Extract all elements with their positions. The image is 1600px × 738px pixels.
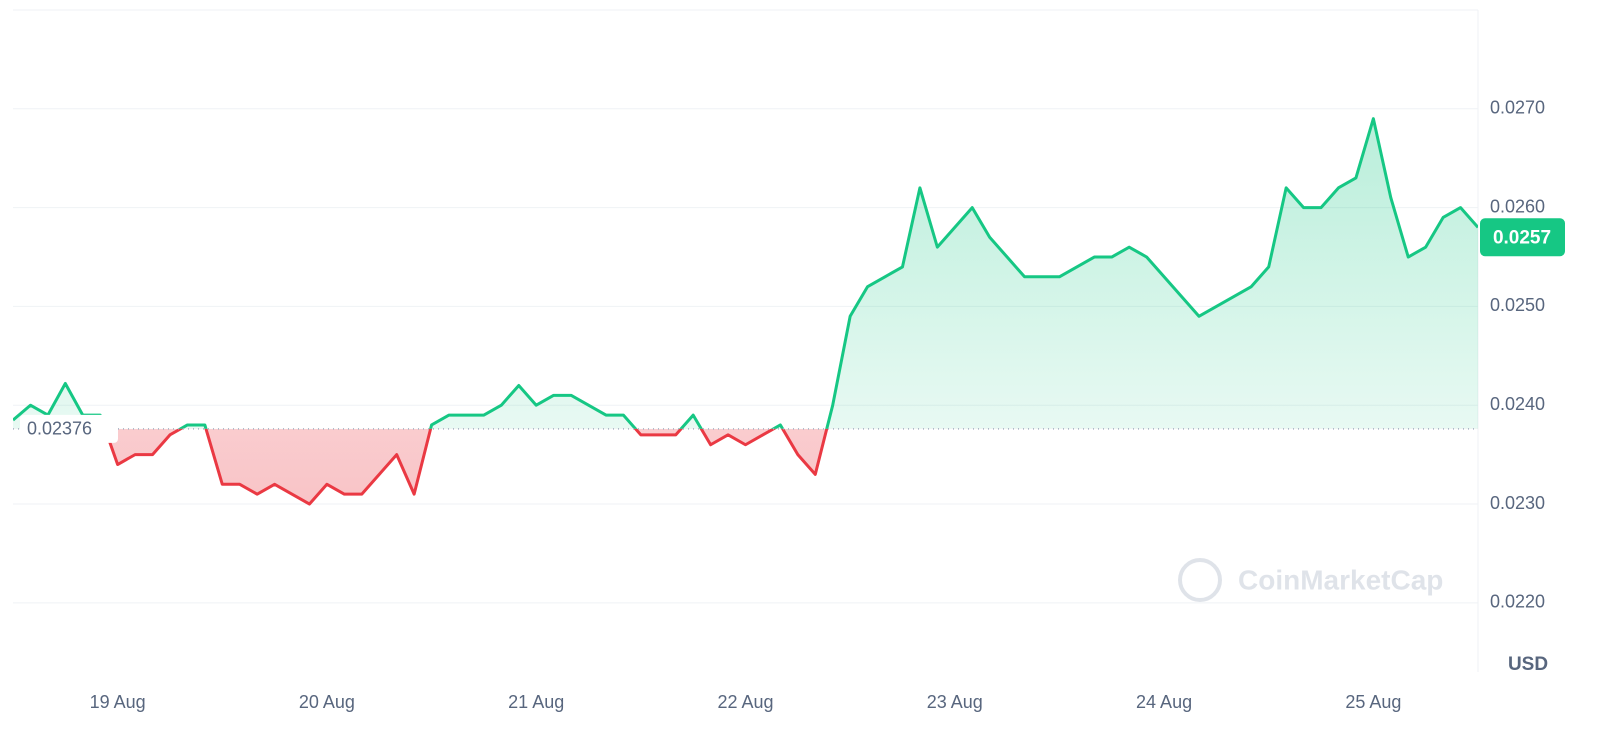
y-tick-label: 0.0260: [1490, 196, 1545, 216]
price-badge: [1480, 218, 1565, 257]
area-down: [105, 428, 827, 505]
baseline-label: 0.02376: [27, 419, 92, 439]
x-tick-label: 24 Aug: [1136, 692, 1192, 712]
y-tick-label: 0.0240: [1490, 394, 1545, 414]
x-tick-label: 21 Aug: [508, 692, 564, 712]
price-line-down: [103, 428, 829, 506]
watermark-text: CoinMarketCap: [1238, 564, 1443, 595]
y-tick-label: 0.0230: [1490, 493, 1545, 513]
watermark-logo: [1178, 558, 1222, 602]
baseline-label-bg: [20, 414, 118, 443]
x-tick-label: 22 Aug: [717, 692, 773, 712]
area-up: [13, 118, 1478, 429]
currency-label: USD: [1508, 654, 1548, 675]
price-line-up: [13, 117, 1478, 429]
y-tick-label: 0.0270: [1490, 98, 1545, 118]
x-tick-label: 19 Aug: [90, 692, 146, 712]
x-tick-label: 25 Aug: [1345, 692, 1401, 712]
x-tick-label: 23 Aug: [927, 692, 983, 712]
x-tick-label: 20 Aug: [299, 692, 355, 712]
price-badge-label: 0.0257: [1493, 227, 1551, 248]
y-tick-label: 0.0250: [1490, 295, 1545, 315]
y-tick-label: 0.0220: [1490, 592, 1545, 612]
watermark: CoinMarketCap: [1178, 558, 1443, 602]
